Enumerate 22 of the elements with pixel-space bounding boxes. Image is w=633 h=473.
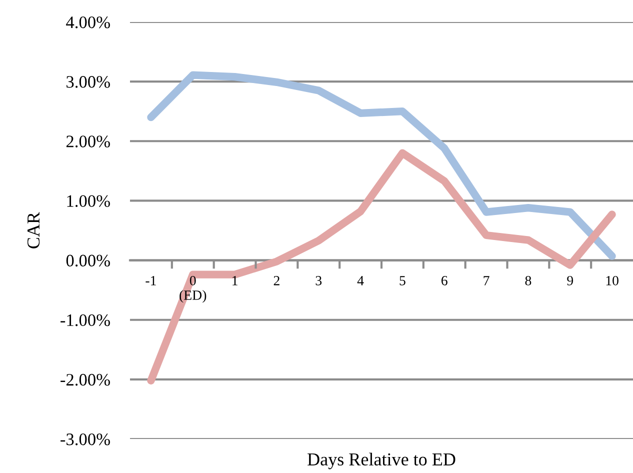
x-tick-label: 1 — [232, 276, 238, 286]
y-tick-label: -3.00% — [60, 433, 110, 446]
y-tick-label: 1.00% — [67, 195, 110, 207]
x-tick-label: 4 — [357, 276, 364, 286]
x-axis-title: Days Relative to ED — [308, 452, 456, 470]
y-tick-label: 4.00% — [66, 16, 110, 28]
x-tick-label: 10 — [606, 276, 618, 286]
y-tick-label: -1.00% — [60, 314, 110, 326]
y-tick-label: 3.00% — [66, 76, 110, 88]
x-tick-label: 0 (ED) — [180, 276, 206, 303]
x-tick-label: 9 — [567, 276, 574, 286]
x-tick-label: 8 — [525, 276, 532, 286]
y-axis-title: CAR — [27, 212, 40, 248]
x-tick-label: 7 — [484, 276, 490, 286]
y-tick-label: 0.00% — [66, 254, 110, 267]
y-tick-label: -2.00% — [60, 374, 110, 386]
x-tick-label: 5 — [400, 276, 406, 286]
x-tick-label: 6 — [442, 276, 448, 286]
x-tick-label: 2 — [274, 276, 280, 286]
x-tick-label: 3 — [316, 276, 322, 286]
y-tick-label: 2.00% — [66, 136, 110, 148]
x-tick-label: -1 — [146, 276, 156, 286]
